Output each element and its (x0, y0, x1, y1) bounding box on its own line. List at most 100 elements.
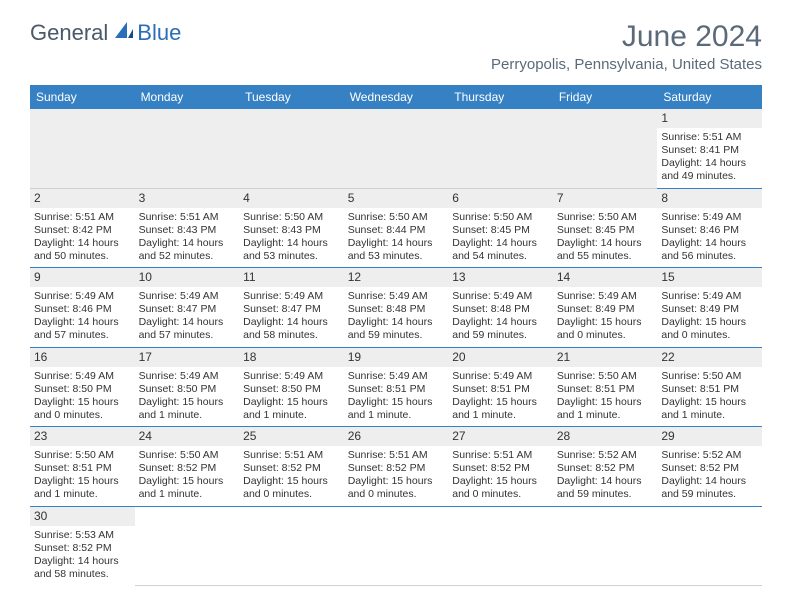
day-details: Sunrise: 5:53 AMSunset: 8:52 PMDaylight:… (34, 528, 131, 582)
sunrise-text: Sunrise: 5:49 AM (661, 211, 758, 224)
daylight-text: Daylight: 15 hours and 1 minute. (661, 396, 758, 422)
calendar-cell: 18Sunrise: 5:49 AMSunset: 8:50 PMDayligh… (239, 347, 344, 427)
day-details: Sunrise: 5:49 AMSunset: 8:49 PMDaylight:… (661, 289, 758, 343)
calendar-cell-empty (448, 506, 553, 585)
sunset-text: Sunset: 8:52 PM (348, 462, 445, 475)
sunrise-text: Sunrise: 5:52 AM (661, 449, 758, 462)
daylight-text: Daylight: 14 hours and 58 minutes. (243, 316, 340, 342)
calendar-week-row: 30 Sunrise: 5:53 AMSunset: 8:52 PMDayligh… (30, 506, 762, 585)
day-number: 22 (657, 348, 762, 367)
day-details: Sunrise: 5:51 AMSunset: 8:52 PMDaylight:… (348, 448, 445, 502)
daylight-text: Daylight: 15 hours and 0 minutes. (661, 316, 758, 342)
day-header-thursday: Thursday (448, 85, 553, 109)
calendar-cell: 17Sunrise: 5:49 AMSunset: 8:50 PMDayligh… (135, 347, 240, 427)
day-details: Sunrise: 5:49 AMSunset: 8:50 PMDaylight:… (243, 369, 340, 423)
calendar-cell: 6Sunrise: 5:50 AMSunset: 8:45 PMDaylight… (448, 188, 553, 268)
day-details: Sunrise: 5:51 AMSunset: 8:42 PMDaylight:… (34, 210, 131, 264)
day-details: Sunrise: 5:52 AMSunset: 8:52 PMDaylight:… (661, 448, 758, 502)
day-number: 7 (553, 189, 658, 208)
logo-text-blue: Blue (137, 20, 181, 46)
sunrise-text: Sunrise: 5:51 AM (243, 449, 340, 462)
day-details: Sunrise: 5:50 AMSunset: 8:51 PMDaylight:… (34, 448, 131, 502)
day-details: Sunrise: 5:49 AMSunset: 8:51 PMDaylight:… (348, 369, 445, 423)
sunrise-text: Sunrise: 5:50 AM (139, 449, 236, 462)
daylight-text: Daylight: 14 hours and 59 minutes. (348, 316, 445, 342)
day-header-tuesday: Tuesday (239, 85, 344, 109)
calendar-cell: 22Sunrise: 5:50 AMSunset: 8:51 PMDayligh… (657, 347, 762, 427)
calendar-cell: 23Sunrise: 5:50 AMSunset: 8:51 PMDayligh… (30, 427, 135, 507)
day-header-row: SundayMondayTuesdayWednesdayThursdayFrid… (30, 85, 762, 109)
calendar-cell: 15 Sunrise: 5:49 AMSunset: 8:49 PMDayligh… (657, 268, 762, 348)
calendar-cell: 13 Sunrise: 5:49 AMSunset: 8:48 PMDayligh… (448, 268, 553, 348)
sunrise-text: Sunrise: 5:51 AM (452, 449, 549, 462)
day-details: Sunrise: 5:49 AMSunset: 8:49 PMDaylight:… (557, 289, 654, 343)
day-number: 30 (30, 507, 135, 526)
day-header-wednesday: Wednesday (344, 85, 449, 109)
day-details: Sunrise: 5:51 AMSunset: 8:41 PMDaylight:… (661, 130, 758, 184)
sunrise-text: Sunrise: 5:51 AM (34, 211, 131, 224)
calendar-cell: 21Sunrise: 5:50 AMSunset: 8:51 PMDayligh… (553, 347, 658, 427)
calendar-cell: 29 Sunrise: 5:52 AMSunset: 8:52 PMDayligh… (657, 427, 762, 507)
calendar-week-row: 16Sunrise: 5:49 AMSunset: 8:50 PMDayligh… (30, 347, 762, 427)
daylight-text: Daylight: 14 hours and 54 minutes. (452, 237, 549, 263)
day-details: Sunrise: 5:49 AMSunset: 8:50 PMDaylight:… (139, 369, 236, 423)
day-number: 14 (553, 268, 658, 287)
daylight-text: Daylight: 14 hours and 57 minutes. (34, 316, 131, 342)
day-number: 3 (135, 189, 240, 208)
day-details: Sunrise: 5:49 AMSunset: 8:50 PMDaylight:… (34, 369, 131, 423)
sunset-text: Sunset: 8:52 PM (452, 462, 549, 475)
sunset-text: Sunset: 8:52 PM (557, 462, 654, 475)
sunrise-text: Sunrise: 5:50 AM (661, 370, 758, 383)
day-number: 29 (657, 427, 762, 446)
calendar-cell: 10Sunrise: 5:49 AMSunset: 8:47 PMDayligh… (135, 268, 240, 348)
day-number: 13 (448, 268, 553, 287)
day-details: Sunrise: 5:49 AMSunset: 8:51 PMDaylight:… (452, 369, 549, 423)
sunset-text: Sunset: 8:46 PM (34, 303, 131, 316)
calendar-cell: 24Sunrise: 5:50 AMSunset: 8:52 PMDayligh… (135, 427, 240, 507)
daylight-text: Daylight: 15 hours and 1 minute. (348, 396, 445, 422)
daylight-text: Daylight: 14 hours and 53 minutes. (243, 237, 340, 263)
sunrise-text: Sunrise: 5:49 AM (243, 290, 340, 303)
day-details: Sunrise: 5:50 AMSunset: 8:45 PMDaylight:… (557, 210, 654, 264)
calendar-cell-empty (135, 109, 240, 188)
calendar-week-row: 23Sunrise: 5:50 AMSunset: 8:51 PMDayligh… (30, 427, 762, 507)
sunset-text: Sunset: 8:52 PM (661, 462, 758, 475)
calendar-table: SundayMondayTuesdayWednesdayThursdayFrid… (30, 85, 762, 586)
calendar-cell: 16Sunrise: 5:49 AMSunset: 8:50 PMDayligh… (30, 347, 135, 427)
day-number: 15 (657, 268, 762, 287)
sunrise-text: Sunrise: 5:50 AM (34, 449, 131, 462)
calendar-cell-empty (239, 506, 344, 585)
daylight-text: Daylight: 15 hours and 0 minutes. (243, 475, 340, 501)
sunrise-text: Sunrise: 5:49 AM (34, 290, 131, 303)
daylight-text: Daylight: 15 hours and 0 minutes. (348, 475, 445, 501)
daylight-text: Daylight: 15 hours and 0 minutes. (557, 316, 654, 342)
daylight-text: Daylight: 15 hours and 1 minute. (452, 396, 549, 422)
logo: General Blue (30, 20, 181, 46)
calendar-cell: 28Sunrise: 5:52 AMSunset: 8:52 PMDayligh… (553, 427, 658, 507)
daylight-text: Daylight: 14 hours and 58 minutes. (34, 555, 131, 581)
calendar-cell: 2Sunrise: 5:51 AMSunset: 8:42 PMDaylight… (30, 188, 135, 268)
day-details: Sunrise: 5:50 AMSunset: 8:43 PMDaylight:… (243, 210, 340, 264)
sunset-text: Sunset: 8:50 PM (139, 383, 236, 396)
day-header-sunday: Sunday (30, 85, 135, 109)
sunset-text: Sunset: 8:51 PM (34, 462, 131, 475)
daylight-text: Daylight: 15 hours and 1 minute. (34, 475, 131, 501)
calendar-cell: 11Sunrise: 5:49 AMSunset: 8:47 PMDayligh… (239, 268, 344, 348)
day-number: 9 (30, 268, 135, 287)
day-details: Sunrise: 5:49 AMSunset: 8:46 PMDaylight:… (661, 210, 758, 264)
calendar-cell: 1Sunrise: 5:51 AMSunset: 8:41 PMDaylight… (657, 109, 762, 188)
day-details: Sunrise: 5:49 AMSunset: 8:48 PMDaylight:… (452, 289, 549, 343)
sunset-text: Sunset: 8:43 PM (243, 224, 340, 237)
day-details: Sunrise: 5:49 AMSunset: 8:46 PMDaylight:… (34, 289, 131, 343)
sunrise-text: Sunrise: 5:49 AM (348, 290, 445, 303)
sunrise-text: Sunrise: 5:49 AM (348, 370, 445, 383)
sunrise-text: Sunrise: 5:49 AM (139, 290, 236, 303)
day-number: 27 (448, 427, 553, 446)
sunrise-text: Sunrise: 5:50 AM (452, 211, 549, 224)
calendar-cell: 8Sunrise: 5:49 AMSunset: 8:46 PMDaylight… (657, 188, 762, 268)
daylight-text: Daylight: 14 hours and 57 minutes. (139, 316, 236, 342)
day-details: Sunrise: 5:50 AMSunset: 8:44 PMDaylight:… (348, 210, 445, 264)
daylight-text: Daylight: 14 hours and 59 minutes. (557, 475, 654, 501)
daylight-text: Daylight: 14 hours and 56 minutes. (661, 237, 758, 263)
calendar-cell: 30 Sunrise: 5:53 AMSunset: 8:52 PMDayligh… (30, 506, 135, 585)
